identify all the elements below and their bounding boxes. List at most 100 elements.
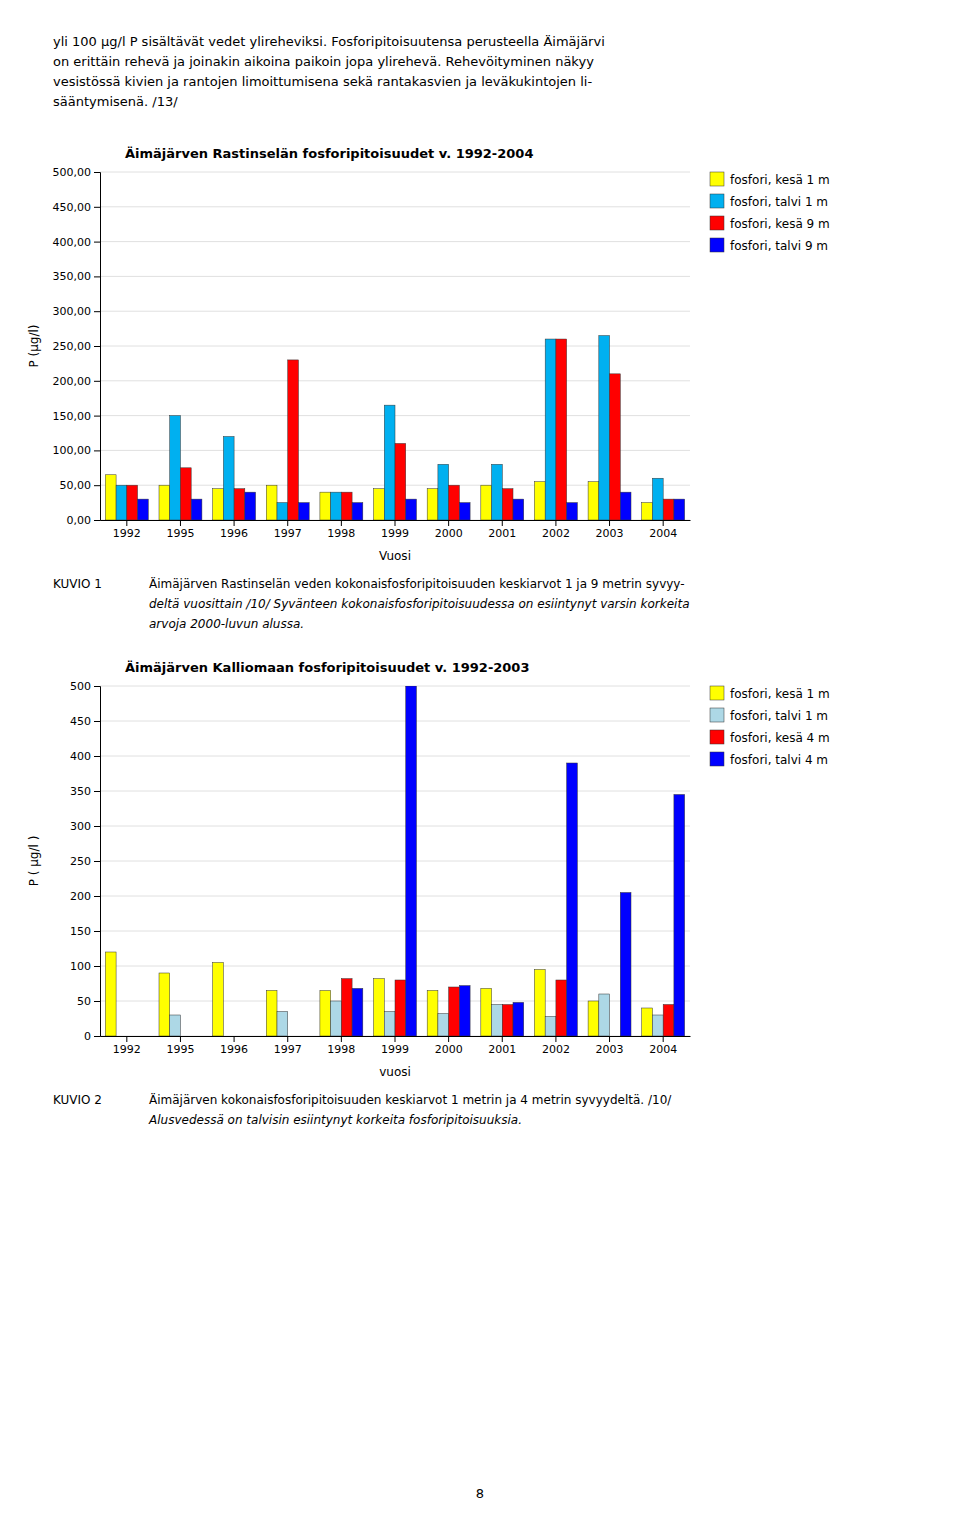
tick-mark bbox=[609, 520, 610, 526]
axis-line bbox=[94, 173, 101, 521]
y-axis: 050100150200250300350400450500 bbox=[70, 680, 101, 1043]
legend-item: fosfori, kesä 9 m bbox=[710, 216, 830, 231]
bar bbox=[567, 503, 578, 520]
chart-title: Äimäjärven Rastinselän fosforipitoisuude… bbox=[125, 146, 533, 161]
tick-label: 150,00 bbox=[53, 410, 92, 423]
bar bbox=[298, 503, 309, 520]
tick-label: 500 bbox=[70, 680, 91, 693]
legend-swatch bbox=[710, 194, 724, 208]
legend-item: fosfori, kesä 4 m bbox=[710, 730, 830, 745]
bar bbox=[395, 443, 406, 520]
legend-item: fosfori, talvi 1 m bbox=[710, 708, 828, 723]
legend-item: fosfori, kesä 1 m bbox=[710, 172, 830, 187]
bar bbox=[266, 991, 277, 1037]
tick-label: 150 bbox=[70, 925, 91, 938]
grid-line bbox=[100, 721, 690, 722]
tick-label: 0 bbox=[84, 1030, 91, 1043]
tick: 400 bbox=[70, 750, 100, 763]
tick-label: 0,00 bbox=[67, 514, 92, 527]
tick-mark bbox=[287, 1036, 288, 1042]
bar bbox=[459, 503, 470, 520]
bar bbox=[545, 1016, 556, 1036]
caption: KUVIO 1Äimäjärven Rastinselän veden koko… bbox=[53, 576, 690, 631]
bar bbox=[620, 893, 631, 1037]
tick-label: 1995 bbox=[166, 1043, 194, 1056]
bar bbox=[427, 489, 438, 520]
tick: 250,00 bbox=[53, 340, 101, 353]
legend-swatch bbox=[710, 730, 724, 744]
legend: fosfori, kesä 1 m fosfori, talvi 1 m fosfo… bbox=[710, 172, 830, 253]
legend-swatch bbox=[710, 216, 724, 230]
bar bbox=[320, 991, 331, 1037]
tick-label: 500,00 bbox=[53, 166, 92, 179]
tick-label: 1998 bbox=[327, 1043, 355, 1056]
bar bbox=[341, 492, 352, 520]
bar bbox=[642, 503, 653, 520]
legend-swatch bbox=[710, 752, 724, 766]
caption-line: deltä vuosittain /10/ Syvänteen kokonais… bbox=[149, 597, 690, 611]
bar bbox=[223, 1036, 234, 1037]
tick-mark bbox=[94, 242, 100, 243]
bar bbox=[449, 987, 460, 1036]
bar bbox=[116, 1036, 127, 1037]
bar bbox=[438, 464, 449, 520]
tick-mark bbox=[663, 1036, 664, 1042]
tick-mark bbox=[555, 520, 556, 526]
grid-line bbox=[100, 206, 690, 207]
bar bbox=[288, 360, 299, 520]
bar bbox=[534, 482, 545, 520]
paragraph-line: yli 100 µg/l P sisältävät vedet ylirehev… bbox=[53, 34, 605, 49]
bar bbox=[138, 499, 149, 520]
tick-mark bbox=[341, 1036, 342, 1042]
tick: 2004 bbox=[649, 1036, 677, 1056]
paragraph-line: sääntymisenä. /13/ bbox=[53, 94, 178, 109]
tick-mark bbox=[94, 520, 100, 521]
tick-label: 400 bbox=[70, 750, 91, 763]
tick-mark bbox=[94, 686, 100, 687]
tick: 2001 bbox=[488, 1036, 516, 1056]
bar bbox=[513, 1002, 524, 1036]
tick: 0 bbox=[84, 1030, 100, 1043]
series bbox=[352, 686, 685, 1036]
tick-label: 350 bbox=[70, 785, 91, 798]
bar bbox=[180, 468, 191, 520]
bar bbox=[352, 503, 363, 520]
paragraph-line: vesistössä kivien ja rantojen limoittumi… bbox=[53, 74, 592, 89]
legend-item: fosfori, talvi 1 m bbox=[710, 194, 828, 209]
x-axis-title: vuosi bbox=[379, 1065, 411, 1079]
bar bbox=[567, 763, 578, 1036]
x-axis-title: Vuosi bbox=[379, 549, 411, 563]
tick: 400,00 bbox=[53, 236, 101, 249]
tick-label: 2002 bbox=[542, 1043, 570, 1056]
tick-mark bbox=[555, 1036, 556, 1042]
tick-label: 300 bbox=[70, 820, 91, 833]
tick-mark bbox=[395, 1036, 396, 1042]
caption: KUVIO 2Äimäjärven kokonaisfosforipitoisu… bbox=[53, 1092, 672, 1127]
tick: 2000 bbox=[435, 1036, 463, 1056]
bar bbox=[234, 1036, 245, 1037]
bar bbox=[138, 1036, 149, 1037]
tick: 250 bbox=[70, 855, 100, 868]
bar bbox=[406, 499, 417, 520]
tick-mark bbox=[180, 1036, 181, 1042]
bar bbox=[213, 963, 224, 1037]
tick-mark bbox=[94, 485, 100, 486]
tick-label: 450,00 bbox=[53, 201, 92, 214]
tick: 300,00 bbox=[53, 305, 101, 318]
bar bbox=[159, 485, 170, 520]
caption-line: Äimäjärven kokonaisfosforipitoisuuden ke… bbox=[149, 1092, 672, 1107]
tick-label: 2000 bbox=[435, 1043, 463, 1056]
bar bbox=[556, 339, 567, 520]
bar bbox=[191, 499, 202, 520]
tick-mark bbox=[126, 520, 127, 526]
tick-label: 1999 bbox=[381, 527, 409, 540]
tick-mark bbox=[94, 207, 100, 208]
grid-line bbox=[100, 931, 690, 932]
tick-label: 2001 bbox=[488, 527, 516, 540]
bar bbox=[159, 973, 170, 1036]
chart: Äimäjärven Rastinselän fosforipitoisuude… bbox=[27, 146, 830, 563]
tick-label: 1992 bbox=[113, 527, 141, 540]
bar bbox=[652, 1015, 663, 1036]
tick-label: 200,00 bbox=[53, 375, 92, 388]
bar bbox=[127, 485, 138, 520]
